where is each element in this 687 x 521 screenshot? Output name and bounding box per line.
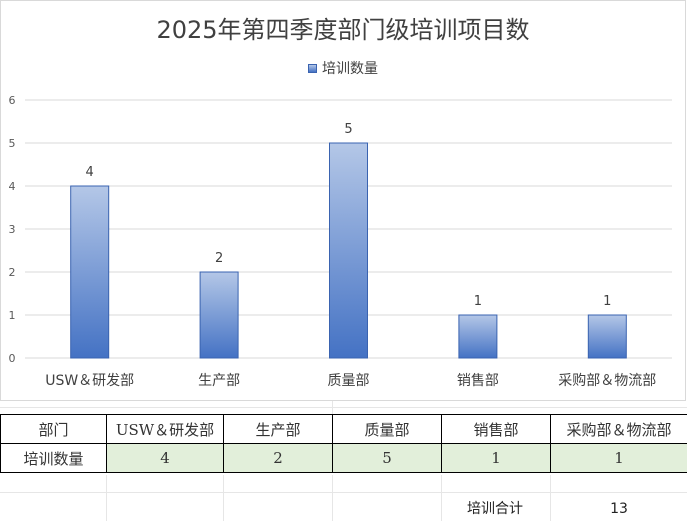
data-label: 4 <box>86 165 94 180</box>
table-cell[interactable]: 1 <box>550 443 687 473</box>
data-label: 5 <box>344 122 352 137</box>
table-row: 培训数量 4 2 5 1 1 <box>0 443 687 473</box>
bar[interactable] <box>458 314 498 359</box>
x-tick-label: USW＆研发部 <box>45 373 134 389</box>
table-cell[interactable]: 生产部 <box>223 414 333 444</box>
data-label: 2 <box>215 251 223 266</box>
table-cell[interactable]: 培训数量 <box>0 443 107 473</box>
chart-title: 2025年第四季度部门级培训项目数 <box>156 16 530 44</box>
table-header-row: 部门 USW＆研发部 生产部 质量部 销售部 采购部＆物流部 <box>0 414 687 444</box>
data-label: 1 <box>474 294 482 309</box>
plot-area: 0 1 2 3 4 5 6 4 USW＆研发部 2 生产部 5 质量部 1 销售部 1 采购部＆物流部 <box>9 94 672 389</box>
chart-legend: 培训数量 <box>0 58 686 78</box>
y-tick-label: 5 <box>9 137 16 150</box>
y-tick-label: 2 <box>9 266 16 279</box>
y-tick-label: 6 <box>9 94 16 107</box>
data-table: 部门 USW＆研发部 生产部 质量部 销售部 采购部＆物流部 培训数量 4 2 … <box>0 414 687 473</box>
table-cell[interactable]: 质量部 <box>332 414 442 444</box>
table-cell[interactable]: 4 <box>106 443 224 473</box>
sheet-gridline <box>332 401 333 414</box>
table-cell[interactable]: 1 <box>441 443 551 473</box>
table-cell[interactable]: 采购部＆物流部 <box>550 414 687 444</box>
sheet-gridline <box>106 475 107 521</box>
legend-label: 培训数量 <box>322 61 378 77</box>
sheet-gridline <box>0 407 687 408</box>
table-cell[interactable]: 销售部 <box>441 414 551 444</box>
bar[interactable] <box>199 271 239 359</box>
y-tick-label: 4 <box>9 180 16 193</box>
y-tick-label: 1 <box>9 309 16 322</box>
sheet-gridline <box>550 475 551 521</box>
y-tick-label: 0 <box>9 352 16 365</box>
legend-swatch <box>308 64 317 73</box>
sheet-gridline <box>223 475 224 521</box>
x-tick-label: 采购部＆物流部 <box>558 373 656 389</box>
total-value[interactable]: 13 <box>610 501 628 517</box>
x-tick-label: 生产部 <box>198 373 240 389</box>
table-cell[interactable]: 5 <box>332 443 442 473</box>
data-label: 1 <box>603 294 611 309</box>
sheet-gridline <box>0 492 687 493</box>
sheet-gridline <box>441 475 442 521</box>
total-label[interactable]: 培训合计 <box>467 501 523 517</box>
x-tick-label: 质量部 <box>328 373 370 389</box>
sheet-gridline <box>332 475 333 521</box>
bar[interactable] <box>70 185 110 359</box>
y-tick-label: 3 <box>9 223 16 236</box>
bar[interactable] <box>587 314 627 359</box>
table-cell[interactable]: 2 <box>223 443 333 473</box>
bar[interactable] <box>329 142 368 359</box>
x-tick-label: 销售部 <box>457 373 499 389</box>
table-cell[interactable]: 部门 <box>0 414 107 444</box>
table-cell[interactable]: USW＆研发部 <box>106 414 224 444</box>
